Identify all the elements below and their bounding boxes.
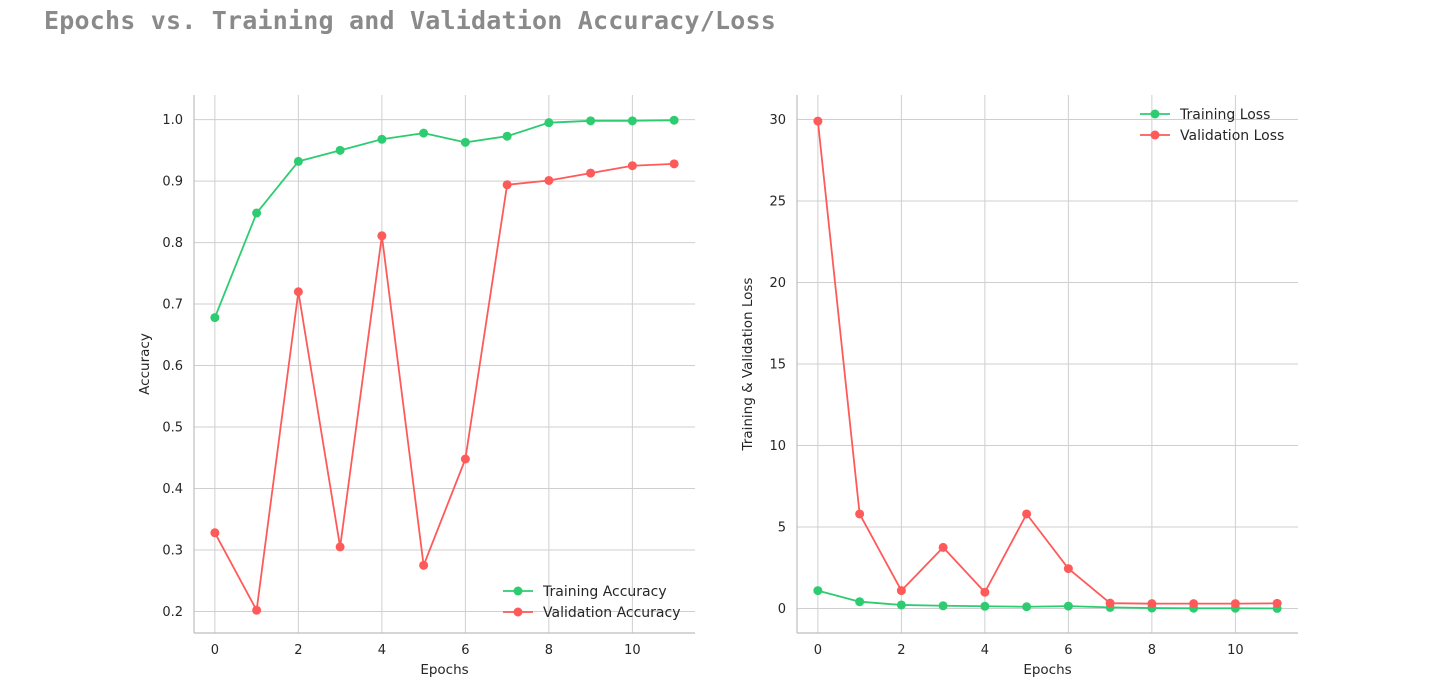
x-tick-label: 4	[378, 643, 386, 658]
legend-label: Training Accuracy	[542, 584, 667, 600]
legend: Training Accuracy Validation Accuracy	[503, 584, 681, 621]
series-line-1	[214, 162, 675, 612]
y-tick-label: 0.5	[162, 421, 183, 436]
x-tick-label: 0	[814, 643, 822, 658]
data-point	[419, 560, 429, 570]
data-point	[896, 586, 906, 596]
y-tick-label: 1.0	[162, 113, 183, 128]
data-point	[335, 145, 345, 155]
x-axis-label: Epochs	[420, 662, 468, 678]
data-point	[586, 168, 596, 178]
data-point	[293, 156, 303, 166]
y-tick-label: 0.9	[162, 175, 183, 190]
data-point	[252, 605, 262, 615]
legend-label: Training Loss	[1179, 107, 1270, 123]
y-tick-label: 0.6	[162, 359, 183, 374]
legend-marker	[513, 586, 523, 596]
series-line-0	[817, 589, 1278, 610]
legend: Training Loss Validation Loss	[1140, 107, 1284, 144]
data-point	[335, 542, 345, 552]
data-point	[1022, 509, 1032, 519]
x-axis-label: Epochs	[1023, 662, 1071, 678]
data-point	[980, 601, 990, 611]
y-tick-label: 0.2	[162, 605, 183, 620]
data-point	[813, 586, 823, 596]
x-tick-label: 6	[461, 643, 469, 658]
data-point	[980, 587, 990, 597]
data-point	[669, 159, 679, 169]
x-tick-label: 2	[897, 643, 905, 658]
data-point	[627, 161, 637, 171]
series-line-0	[214, 119, 675, 318]
data-point	[460, 454, 470, 464]
data-point	[419, 128, 429, 138]
data-point	[1022, 602, 1032, 612]
data-point	[586, 116, 596, 126]
data-point	[1189, 599, 1199, 609]
data-point	[1230, 599, 1240, 609]
data-point	[1147, 599, 1157, 609]
x-tick-label: 10	[1227, 643, 1244, 658]
y-tick-label: 0	[778, 602, 786, 617]
series-line-1	[816, 120, 1278, 605]
data-point	[627, 116, 637, 126]
y-tick-label: 15	[769, 358, 786, 373]
data-point	[544, 118, 554, 128]
data-point	[377, 134, 387, 144]
y-tick-label: 0.7	[162, 298, 183, 313]
figure-title: Epochs vs. Training and Validation Accur…	[44, 6, 777, 35]
data-point	[1272, 598, 1282, 608]
data-point	[293, 287, 303, 297]
data-point	[1063, 564, 1073, 574]
data-point	[460, 137, 470, 147]
data-point	[502, 180, 512, 190]
y-tick-label: 5	[778, 521, 786, 536]
y-tick-label: 30	[769, 113, 786, 128]
accuracy-chart: 0 2 4 6 8 10 0.2 0.3 0.4 0.5 0.6 0.7 0.8 0.9 1.0 Epochs…	[137, 95, 695, 678]
legend-label: Validation Loss	[1180, 128, 1284, 144]
data-point	[210, 528, 220, 538]
legend-marker	[513, 607, 523, 617]
data-point	[855, 509, 865, 519]
x-tick-label: 8	[1148, 643, 1156, 658]
y-tick-label: 0.3	[162, 543, 183, 558]
data-point	[938, 542, 948, 552]
data-point	[252, 208, 262, 218]
y-axis-label: Training & Validation Loss	[740, 278, 756, 452]
y-tick-label: 10	[769, 439, 786, 454]
data-point	[855, 597, 865, 607]
y-tick-label: 0.4	[162, 482, 183, 497]
data-point	[377, 231, 387, 241]
data-point	[896, 600, 906, 610]
x-tick-label: 6	[1064, 643, 1072, 658]
data-point	[544, 175, 554, 185]
y-tick-label: 25	[769, 194, 786, 209]
data-point	[813, 116, 823, 126]
data-point	[938, 601, 948, 611]
x-tick-label: 10	[624, 643, 641, 658]
y-tick-label: 0.8	[162, 236, 183, 251]
legend-marker	[1150, 130, 1160, 140]
data-point	[210, 313, 220, 323]
data-point	[1063, 601, 1073, 611]
legend-marker	[1150, 109, 1160, 119]
x-tick-label: 2	[294, 643, 302, 658]
x-tick-label: 4	[981, 643, 989, 658]
loss-chart: 0 2 4 6 8 10 0 5 10 15 20 25 30 Epochs Training & Vali…	[740, 95, 1298, 678]
data-point	[502, 131, 512, 141]
legend-label: Validation Accuracy	[543, 605, 681, 621]
x-tick-label: 0	[211, 643, 219, 658]
x-tick-label: 8	[545, 643, 553, 658]
data-point	[669, 115, 679, 125]
data-point	[1105, 598, 1115, 608]
y-tick-label: 20	[769, 276, 786, 291]
y-axis-label: Accuracy	[137, 333, 153, 395]
